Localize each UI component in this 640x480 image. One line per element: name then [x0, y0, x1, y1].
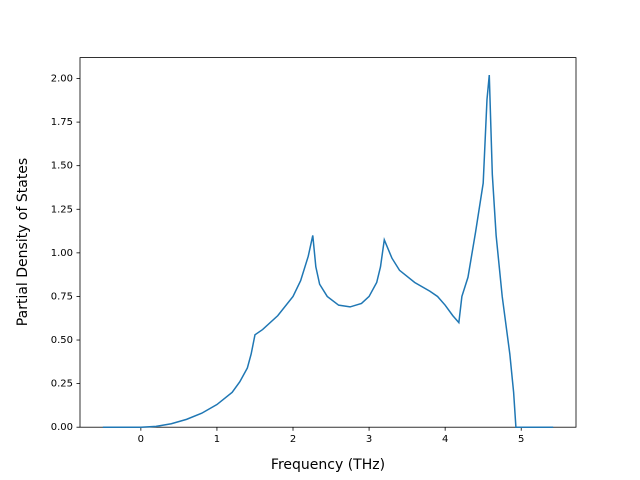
plot-frame	[79, 57, 577, 428]
y-tick-label: 0.00	[51, 422, 73, 433]
y-tick-label: 0.75	[51, 291, 73, 302]
y-tick-label: 1.75	[51, 117, 73, 128]
x-tick-label: 5	[518, 434, 524, 445]
y-tick-label: 1.25	[51, 204, 73, 215]
x-tick-label: 1	[214, 434, 220, 445]
x-tick-label: 2	[290, 434, 296, 445]
y-axis-label: Partial Density of States	[15, 158, 31, 326]
y-tick-label: 1.00	[51, 248, 73, 259]
data-line	[102, 74, 554, 428]
y-tick-label: 0.25	[51, 379, 73, 390]
y-tick-label: 2.00	[51, 74, 73, 85]
x-tick-label: 4	[442, 434, 448, 445]
x-axis-label: Frequency (THz)	[271, 457, 385, 473]
y-tick-label: 1.50	[51, 161, 73, 172]
x-tick-label: 0	[138, 434, 144, 445]
y-tick-label: 0.50	[51, 335, 73, 346]
x-tick-label: 3	[366, 434, 372, 445]
